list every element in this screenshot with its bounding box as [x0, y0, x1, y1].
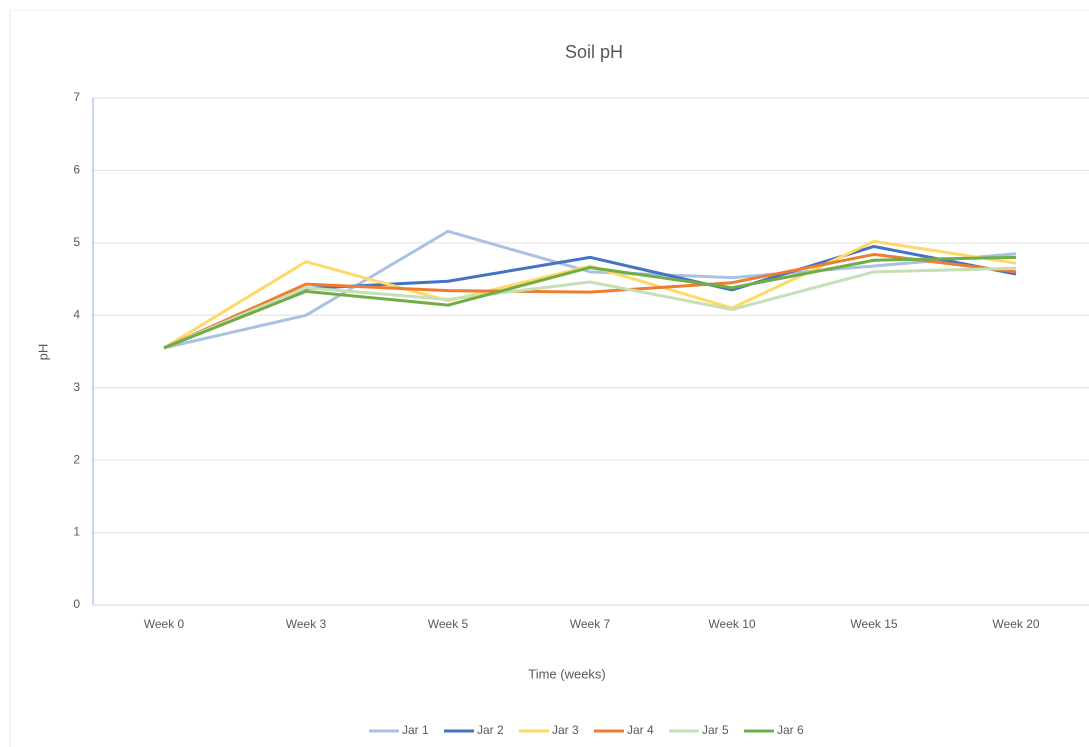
y-tick-label: 4 — [73, 307, 80, 321]
x-tick-label: Week 7 — [570, 617, 611, 631]
legend-label: Jar 3 — [552, 723, 579, 737]
y-tick-label: 1 — [73, 525, 80, 539]
series-line — [163, 255, 1017, 350]
series-line — [163, 266, 1017, 350]
y-axis-label: pH — [35, 344, 50, 361]
y-tick-label: 7 — [73, 90, 80, 104]
x-tick-label: Week 15 — [850, 617, 897, 631]
y-tick-label: 5 — [73, 235, 80, 249]
legend-label: Jar 1 — [402, 723, 429, 737]
x-tick-label: Week 10 — [708, 617, 755, 631]
x-tick-label: Week 5 — [428, 617, 469, 631]
y-tick-label: 3 — [73, 380, 80, 394]
legend: Jar 1 Jar 2 Jar 3 Jar 4 Jar 5 Jar 6 — [369, 723, 804, 737]
plot — [163, 229, 1017, 350]
legend-label: Jar 5 — [702, 723, 729, 737]
legend-label: Jar 2 — [477, 723, 504, 737]
y-tick-label: 0 — [73, 597, 80, 611]
series-line — [163, 252, 1017, 350]
series-line — [163, 229, 1017, 350]
y-tick-label: 2 — [73, 452, 80, 466]
y-tick-label: 6 — [73, 163, 80, 177]
x-axis-label: Time (weeks) — [528, 666, 606, 681]
x-tick-label: Week 3 — [286, 617, 327, 631]
chart-title: Soil pH — [565, 42, 623, 62]
x-tick-label: Week 0 — [144, 617, 185, 631]
grid: 0 1 2 3 4 5 6 7 Week 0 Week 3 Week 5 Week 7 Week 10 W… — [73, 90, 1089, 631]
legend-label: Jar 4 — [627, 723, 654, 737]
legend-label: Jar 6 — [777, 723, 804, 737]
x-tick-label: Week 20 — [992, 617, 1039, 631]
